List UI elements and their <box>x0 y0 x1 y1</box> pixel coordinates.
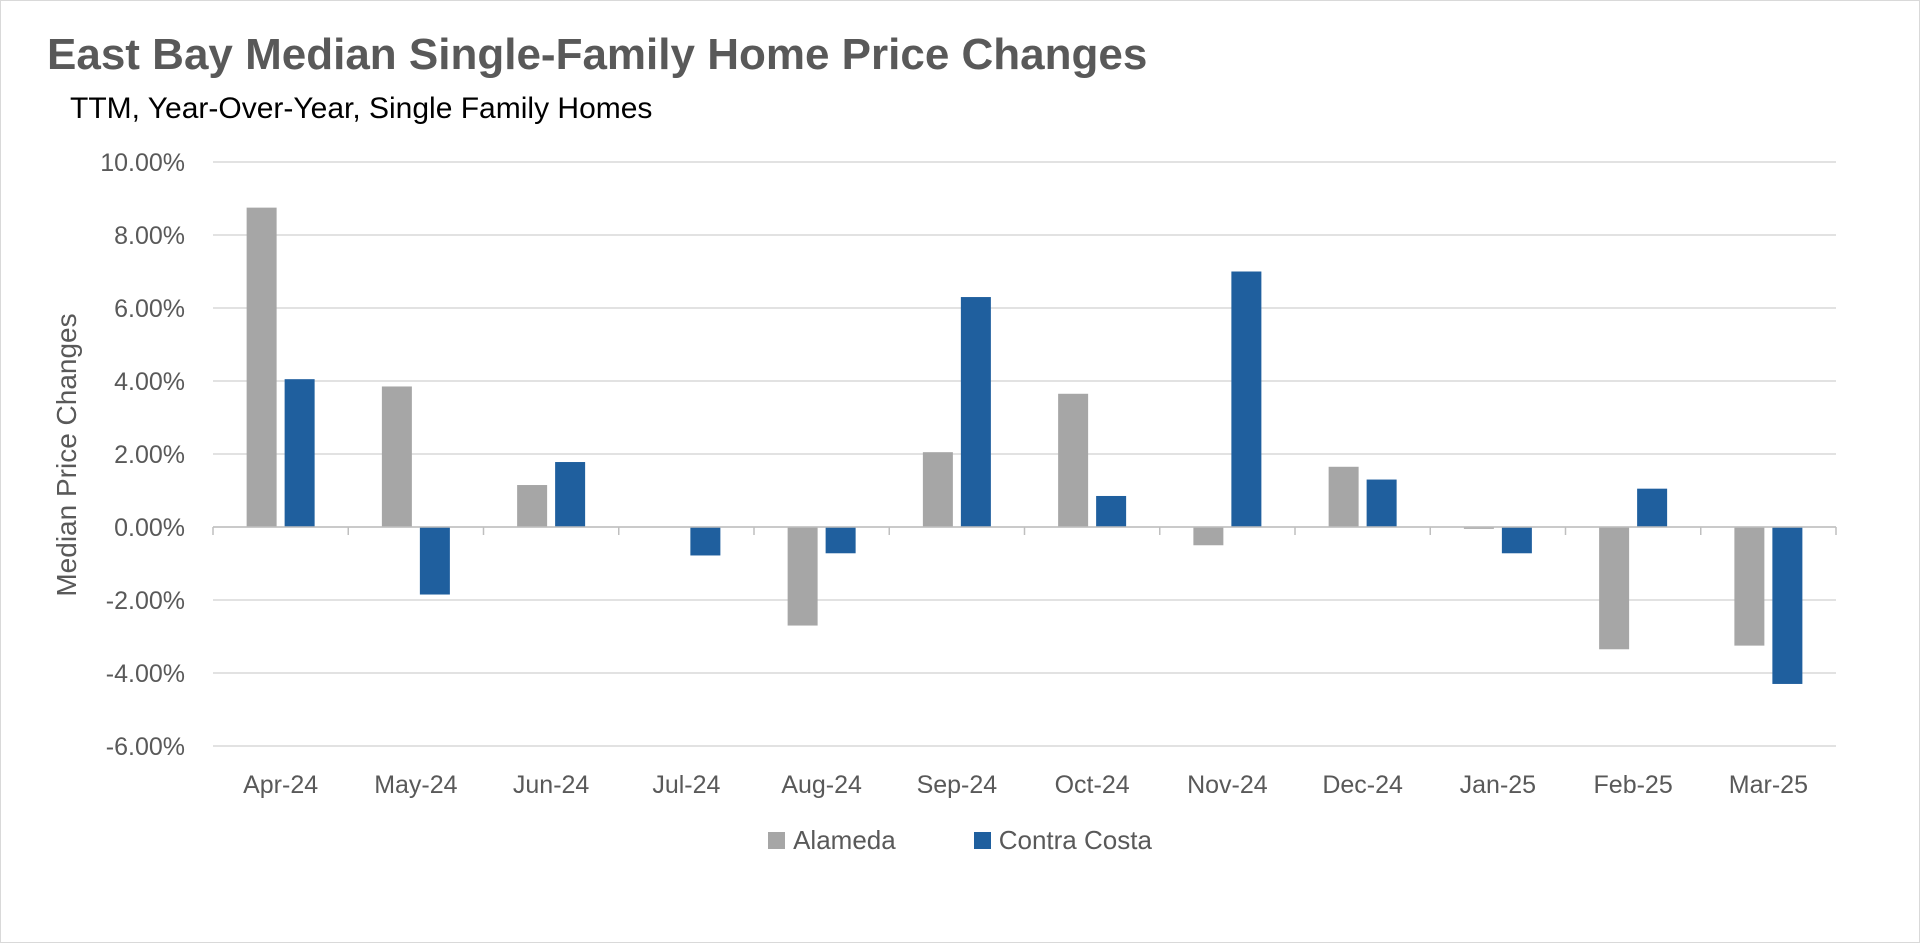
y-tick-label: 6.00% <box>114 295 185 323</box>
bar-alameda-apr-24 <box>246 207 277 527</box>
x-tick-label: Aug-24 <box>781 771 862 799</box>
y-tick-label: 4.00% <box>114 368 185 396</box>
y-tick-label: 0.00% <box>114 514 185 542</box>
legend: Alameda Contra Costa <box>0 825 1920 856</box>
bar-alameda-feb-25 <box>1599 527 1630 650</box>
y-tick-label: 10.00% <box>100 149 185 177</box>
gridlines <box>213 161 1836 747</box>
bar-contra-costa-jul-24 <box>690 527 721 556</box>
bar-contra-costa-feb-25 <box>1637 488 1668 527</box>
y-tick-label: -2.00% <box>106 587 185 615</box>
bar-contra-costa-jun-24 <box>555 462 586 527</box>
legend-item-alameda: Alameda <box>768 825 896 856</box>
x-tick-label: Oct-24 <box>1055 771 1130 799</box>
bar-alameda-jun-24 <box>517 485 548 527</box>
bar-contra-costa-sep-24 <box>960 297 991 527</box>
x-tick-label: Jan-25 <box>1460 771 1536 799</box>
x-tick-label: Jun-24 <box>513 771 590 799</box>
bar-contra-costa-mar-25 <box>1772 527 1803 684</box>
bar-alameda-may-24 <box>381 386 412 527</box>
bar-alameda-aug-24 <box>787 527 818 626</box>
y-axis-ticks: 10.00% 8.00% 6.00% 4.00% 2.00% 0.00% -2.00% -4.… <box>100 149 185 761</box>
legend-item-contra-costa: Contra Costa <box>973 825 1152 856</box>
bar-contra-costa-apr-24 <box>284 379 315 527</box>
y-tick-label: 2.00% <box>114 441 185 469</box>
x-tick-label: Nov-24 <box>1187 771 1268 799</box>
x-tick-label: Jul-24 <box>652 771 720 799</box>
bar-contra-costa-nov-24 <box>1231 271 1262 527</box>
bar-contra-costa-jan-25 <box>1501 527 1532 554</box>
bar-alameda-dec-24 <box>1328 466 1359 527</box>
bar-alameda-jan-25 <box>1463 527 1494 529</box>
x-tick-label: Apr-24 <box>243 771 318 799</box>
legend-label-alameda: Alameda <box>793 825 896 855</box>
x-tick-label: Mar-25 <box>1729 771 1808 799</box>
x-axis <box>212 526 1837 535</box>
legend-label-contra-costa: Contra Costa <box>998 825 1152 855</box>
y-tick-label: -4.00% <box>106 660 185 688</box>
chart-title: East Bay Median Single-Family Home Price… <box>47 30 1148 79</box>
bar-contra-costa-may-24 <box>419 527 450 595</box>
x-tick-label: Dec-24 <box>1322 771 1403 799</box>
legend-swatch-alameda <box>768 832 786 849</box>
y-tick-label: 8.00% <box>114 222 185 250</box>
chart-subtitle: TTM, Year-Over-Year, Single Family Homes <box>70 92 653 125</box>
x-tick-label: Feb-25 <box>1594 771 1673 799</box>
x-axis-ticks: Apr-24 May-24 Jun-24 Jul-24 Aug-24 Sep-24 Oct-… <box>243 771 1808 799</box>
bar-alameda-mar-25 <box>1734 527 1765 646</box>
bar-alameda-nov-24 <box>1193 527 1224 546</box>
bar-alameda-sep-24 <box>922 452 953 527</box>
y-axis-label: Median Price Changes <box>51 313 82 596</box>
legend-swatch-contra-costa <box>973 832 991 849</box>
bars <box>246 207 1803 684</box>
y-tick-label: -6.00% <box>106 733 185 761</box>
x-tick-label: Sep-24 <box>917 771 998 799</box>
bar-alameda-oct-24 <box>1058 393 1089 527</box>
bar-contra-costa-aug-24 <box>825 527 856 554</box>
bar-contra-costa-dec-24 <box>1366 479 1397 527</box>
x-tick-label: May-24 <box>374 771 457 799</box>
bar-contra-costa-oct-24 <box>1096 495 1127 527</box>
